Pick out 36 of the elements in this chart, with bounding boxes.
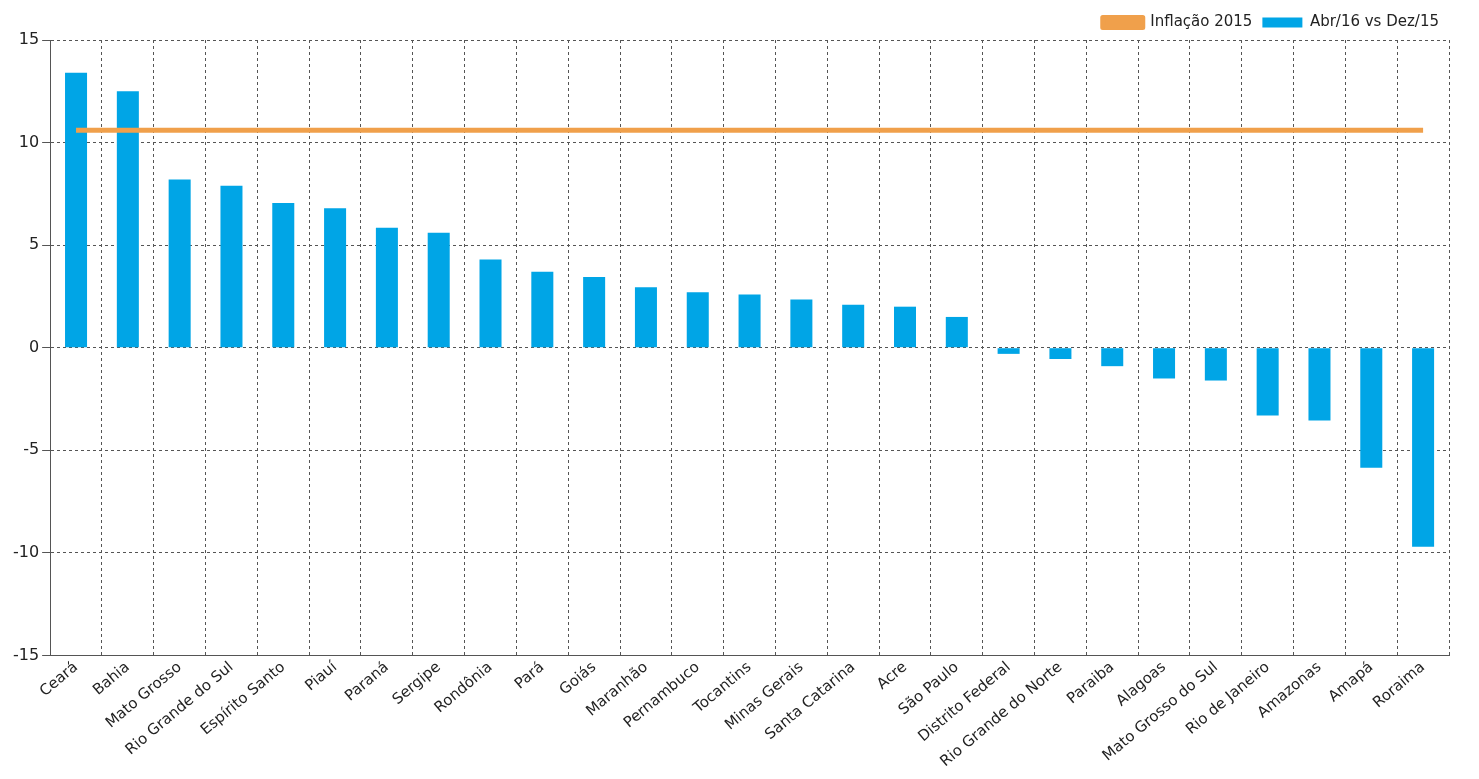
bar (1412, 348, 1435, 547)
bar (1049, 348, 1072, 359)
bar (583, 276, 606, 348)
bar (1153, 348, 1176, 379)
bar (738, 294, 761, 348)
bar (790, 299, 813, 348)
bar (168, 179, 191, 348)
bar (272, 203, 295, 348)
bar (1256, 348, 1279, 416)
bar (686, 292, 709, 348)
bar (531, 271, 554, 348)
bar (997, 348, 1020, 354)
y-tick-label: 5 (28, 234, 40, 254)
legend-label: Abr/16 vs Dez/15 (1309, 12, 1440, 31)
bar (1360, 348, 1383, 468)
bar (65, 72, 88, 348)
bar (1308, 348, 1331, 421)
y-tick-label: -15 (12, 644, 40, 664)
bar (945, 316, 968, 348)
legend-label: Inflação 2015 (1150, 12, 1253, 31)
bar (116, 91, 139, 348)
bar (427, 232, 450, 348)
bar (479, 259, 502, 348)
bar (375, 227, 398, 348)
bar (893, 306, 917, 348)
y-tick-label: 10 (18, 131, 40, 151)
bar (220, 185, 243, 348)
bar (634, 287, 657, 348)
bar (324, 208, 347, 348)
y-tick-label: -10 (12, 542, 40, 562)
bar (842, 304, 865, 348)
y-tick-label: 0 (28, 336, 40, 356)
y-tick-label: -5 (23, 439, 40, 459)
bar (1101, 348, 1124, 367)
bar (1204, 348, 1227, 381)
y-tick-label: 15 (18, 29, 40, 49)
